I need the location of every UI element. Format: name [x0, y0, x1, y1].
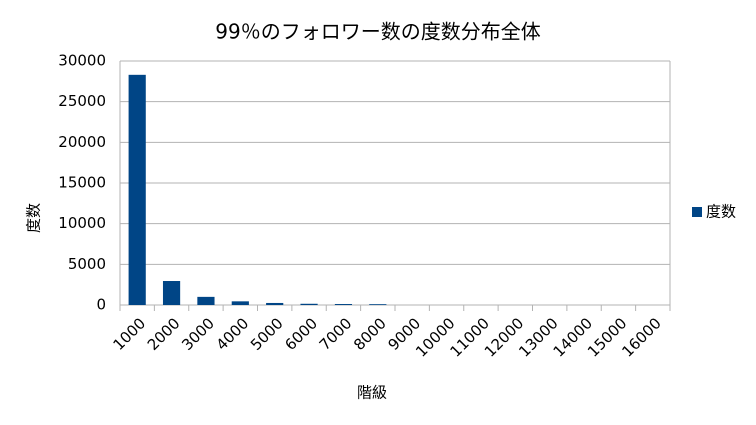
x-tick-label: 7000 [316, 314, 356, 354]
y-tick-label: 25000 [58, 92, 106, 110]
bar [128, 74, 146, 306]
chart-title: 99％のフォロワー数の度数分布全体 [215, 20, 540, 44]
legend-label: 度数 [706, 203, 736, 221]
x-tick-label: 6000 [281, 314, 321, 354]
legend-swatch [692, 207, 702, 217]
bar [162, 281, 181, 305]
y-axis-label: 度数 [25, 203, 43, 233]
y-tick-label: 5000 [68, 255, 106, 273]
x-tick-label: 5000 [247, 314, 287, 354]
bar [334, 304, 353, 305]
y-tick-label: 15000 [58, 174, 106, 192]
x-tick-label: 4000 [213, 314, 253, 354]
bar [266, 302, 284, 305]
bar [231, 301, 249, 305]
y-tick-label: 20000 [58, 133, 106, 151]
bar [300, 303, 318, 305]
x-tick-label: 3000 [178, 314, 218, 354]
bar [197, 296, 215, 305]
y-tick-label: 0 [96, 296, 106, 314]
x-tick-label: 16000 [618, 314, 664, 360]
x-tick-label: 8000 [350, 314, 390, 354]
x-tick-label: 1000 [109, 314, 149, 354]
x-axis-label: 階級 [357, 384, 387, 402]
bar [369, 304, 387, 305]
x-tick-label: 2000 [144, 314, 184, 354]
y-tick-label: 30000 [58, 52, 106, 70]
y-tick-label: 10000 [58, 214, 106, 232]
